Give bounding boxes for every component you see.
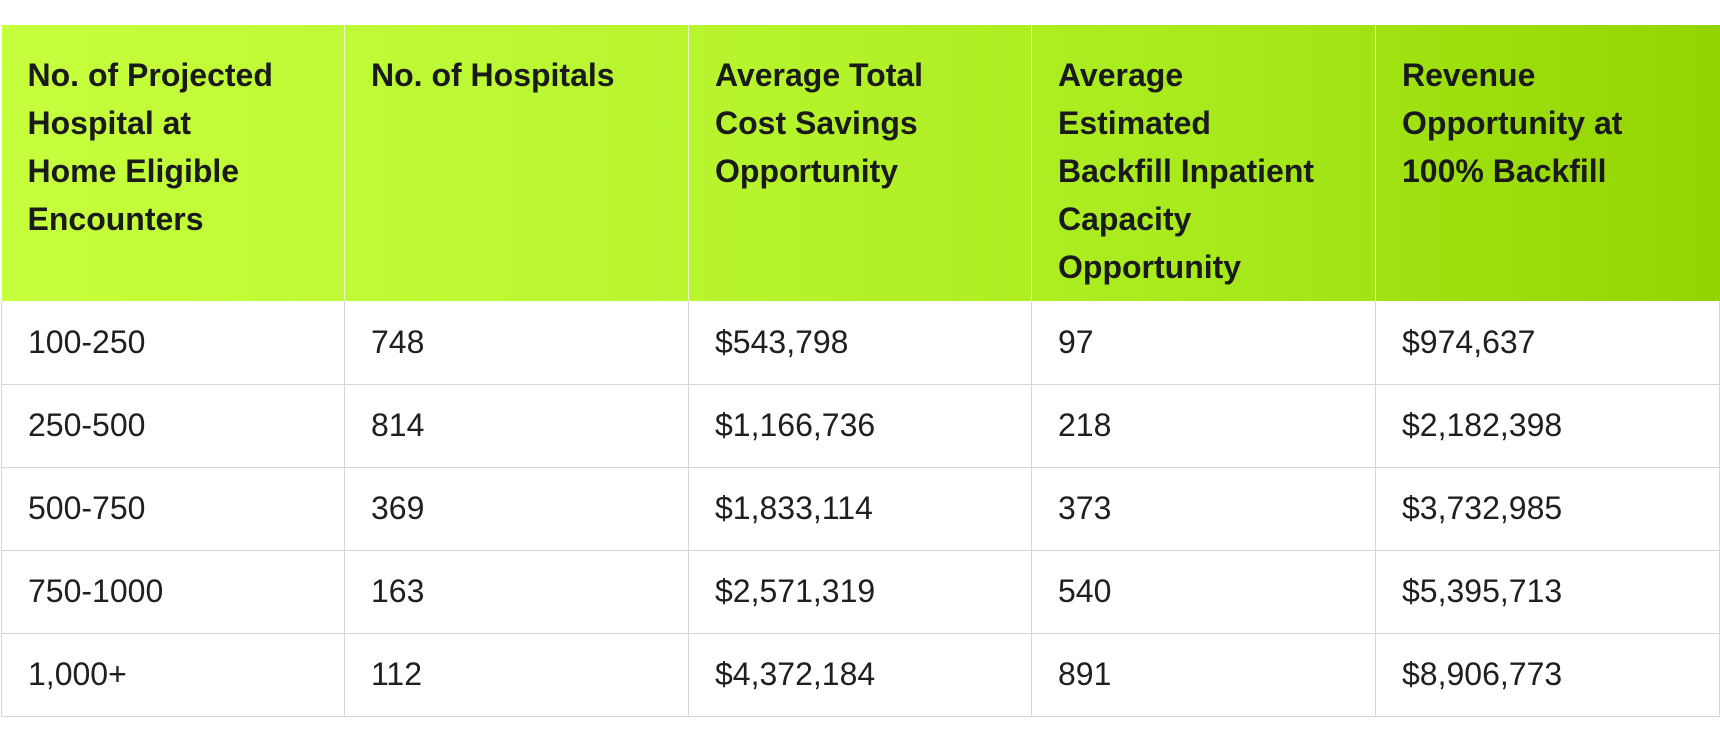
column-header-hospitals: No. of Hospitals — [344, 25, 689, 301]
column-header-eligible-encounters: No. of Projected Hospital at Home Eligib… — [1, 25, 345, 301]
cell-hospitals: 112 — [344, 632, 689, 717]
cell-cost-savings: $1,833,114 — [688, 466, 1032, 551]
table-body: 100-250 748 $543,798 97 $974,637 250-500… — [1, 301, 1720, 717]
table-row: 500-750 369 $1,833,114 373 $3,732,985 — [1, 466, 1720, 551]
cell-backfill-capacity: 218 — [1031, 383, 1376, 468]
column-header-revenue-opportunity: Revenue Opportunity at 100% Backfill — [1402, 57, 1623, 189]
cell-cost-savings: $543,798 — [688, 301, 1032, 385]
cell-revenue-opportunity: $2,182,398 — [1375, 383, 1720, 468]
cell-cost-savings: $2,571,319 — [688, 549, 1032, 634]
cell-hospitals: 814 — [344, 383, 689, 468]
cell-cost-savings: $4,372,184 — [688, 632, 1032, 717]
cell-revenue-opportunity: $3,732,985 — [1375, 466, 1720, 551]
cell-revenue-opportunity: $8,906,773 — [1375, 632, 1720, 717]
cell-hospitals: 369 — [344, 466, 689, 551]
cell-eligible-encounters: 750-1000 — [1, 549, 345, 634]
cell-revenue-opportunity: $974,637 — [1375, 301, 1720, 385]
cell-eligible-encounters: 1,000+ — [1, 632, 345, 717]
column-header-backfill-capacity: Average Estimated Backfill Inpatient Cap… — [1031, 25, 1376, 301]
cell-eligible-encounters: 100-250 — [1, 301, 345, 385]
table-row: 250-500 814 $1,166,736 218 $2,182,398 — [1, 383, 1720, 468]
cell-eligible-encounters: 500-750 — [1, 466, 345, 551]
cell-cost-savings: $1,166,736 — [688, 383, 1032, 468]
hospital-at-home-table: No. of Projected Hospital at Home Eligib… — [1, 25, 1720, 717]
header-row: No. of Projected Hospital at Home Eligib… — [1, 25, 1720, 301]
cell-backfill-capacity: 540 — [1031, 549, 1376, 634]
table-row: 1,000+ 112 $4,372,184 891 $8,906,773 — [1, 632, 1720, 717]
column-header-cost-savings: Average Total Cost Savings Opportunity — [688, 25, 1032, 301]
cell-backfill-capacity: 373 — [1031, 466, 1376, 551]
table-header: No. of Projected Hospital at Home Eligib… — [1, 25, 1720, 301]
cell-hospitals: 163 — [344, 549, 689, 634]
cell-hospitals: 748 — [344, 301, 689, 385]
cell-eligible-encounters: 250-500 — [1, 383, 345, 468]
table-row: 750-1000 163 $2,571,319 540 $5,395,713 — [1, 549, 1720, 634]
cell-backfill-capacity: 97 — [1031, 301, 1376, 385]
data-table-container: No. of Projected Hospital at Home Eligib… — [1, 25, 1720, 717]
table-row: 100-250 748 $543,798 97 $974,637 — [1, 301, 1720, 385]
cell-backfill-capacity: 891 — [1031, 632, 1376, 717]
cell-revenue-opportunity: $5,395,713 — [1375, 549, 1720, 634]
